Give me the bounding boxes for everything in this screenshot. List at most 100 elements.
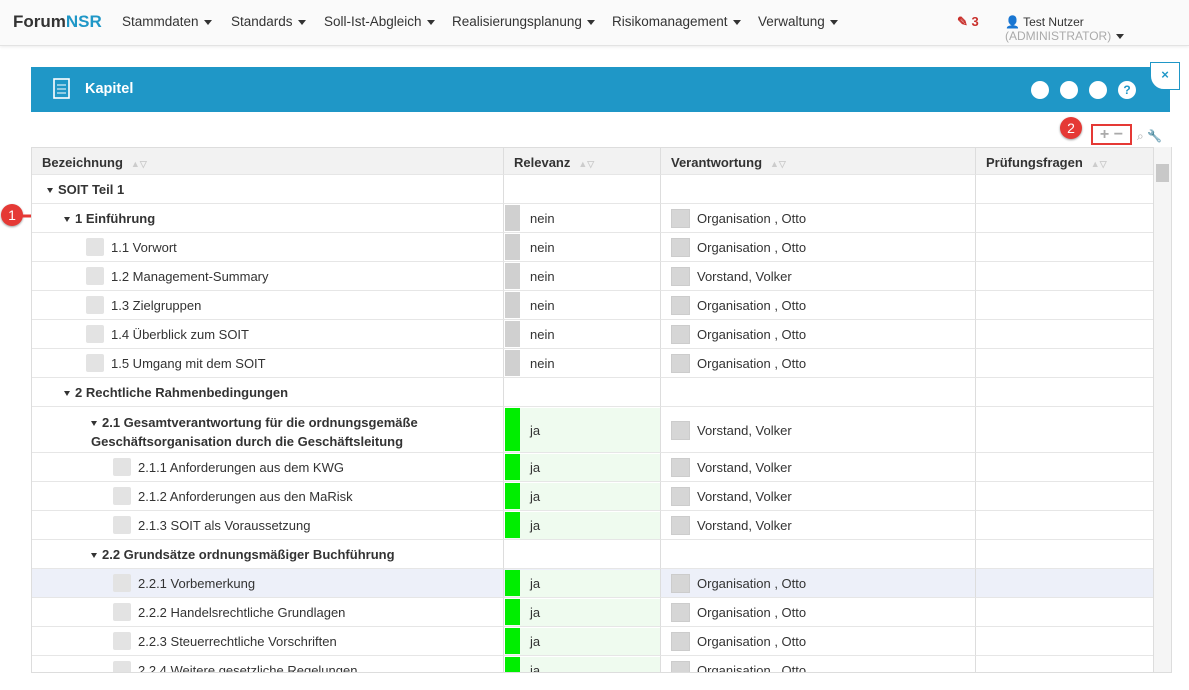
- relevance-bar: [505, 628, 520, 654]
- cell: [32, 569, 504, 598]
- node-icon: [86, 238, 104, 256]
- avatar: [671, 296, 690, 315]
- cell: [976, 511, 1154, 540]
- user-menu[interactable]: 👤 Test Nutzer (ADMINISTRATOR): [1005, 15, 1189, 43]
- tree-row[interactable]: 2.1.1 Anforderungen aus dem KWG ja Vorstan…: [32, 453, 1154, 482]
- menu-item[interactable]: Risikomanagement: [612, 14, 741, 29]
- close-button[interactable]: ×: [1150, 62, 1180, 90]
- row-label[interactable]: 2.1.1 Anforderungen aus dem KWG: [138, 460, 344, 475]
- row-label[interactable]: 1 Einführung: [64, 211, 424, 226]
- brand[interactable]: ForumNSR: [13, 12, 102, 32]
- cell: [504, 511, 661, 540]
- relevance-cell: [505, 483, 660, 510]
- tree-row[interactable]: 1.2 Management-Summary nein Vorstand, Volk…: [32, 262, 1154, 291]
- toolbar-tools[interactable]: ⌕ 🔧: [1137, 129, 1162, 143]
- cell: [661, 627, 976, 656]
- cell: [661, 262, 976, 291]
- row-label[interactable]: 2.2.3 Steuerrechtliche Vorschriften: [138, 634, 337, 649]
- row-label[interactable]: 1.1 Vorwort: [111, 240, 177, 255]
- menu-item[interactable]: Stammdaten: [122, 14, 212, 29]
- expand-collapse[interactable]: + −: [1091, 124, 1132, 145]
- cell: [32, 349, 504, 378]
- row-label[interactable]: 2.1.2 Anforderungen aus den MaRisk: [138, 489, 353, 504]
- column-header[interactable]: Relevanz ▲▽: [504, 147, 661, 175]
- column-header[interactable]: Prüfungsfragen ▲▽: [976, 147, 1154, 175]
- cell: [32, 262, 504, 291]
- cell: [661, 598, 976, 627]
- tree-row[interactable]: 2.1 Gesamtverantwortung für die ordnungs…: [32, 407, 1154, 453]
- cell: [661, 511, 976, 540]
- owner: Vorstand, Volker: [697, 518, 792, 533]
- relevance-cell: [505, 628, 660, 655]
- row-text: 2 Rechtliche Rahmenbedingungen: [75, 385, 289, 400]
- cell: [504, 175, 661, 204]
- tree-row[interactable]: 2.1.2 Anforderungen aus den MaRisk ja Vors…: [32, 482, 1154, 511]
- tree-row[interactable]: 2.2 Grundsätze ordnungsmäßiger Buchführu…: [32, 540, 1154, 569]
- node-icon: [113, 632, 131, 650]
- tree-row[interactable]: 2.2.4 Weitere gesetzliche Regelungen ja Or…: [32, 656, 1154, 673]
- relevance-bar: [505, 512, 520, 538]
- node-icon: [113, 603, 131, 621]
- avatar: [671, 632, 690, 651]
- tree-row[interactable]: 2.1.3 SOIT als Voraussetzung ja Vorstand, …: [32, 511, 1154, 540]
- node-icon: [86, 296, 104, 314]
- relevance-bar: [505, 657, 520, 672]
- tree-row[interactable]: 1.1 Vorwort nein Organisation , Otto: [32, 233, 1154, 262]
- row-label[interactable]: 2.2.4 Weitere gesetzliche Regelungen: [138, 663, 358, 673]
- cell: [976, 482, 1154, 511]
- menu-item[interactable]: Realisierungsplanung: [452, 14, 595, 29]
- scrollbar[interactable]: [1153, 147, 1171, 672]
- row-label[interactable]: 2.2.2 Handelsrechtliche Grundlagen: [138, 605, 346, 620]
- cell: [32, 540, 504, 569]
- row-label[interactable]: 2.2 Grundsätze ordnungsmäßiger Buchführu…: [91, 547, 451, 562]
- relevance: ja: [530, 518, 541, 533]
- relevance-cell: [505, 454, 660, 481]
- tree-row[interactable]: 2.2.1 Vorbemerkung ja Organisation , Otto: [32, 569, 1154, 598]
- menu-item[interactable]: Soll-Ist-Abgleich: [324, 14, 435, 29]
- avatar: [671, 354, 690, 373]
- owner: Organisation , Otto: [697, 211, 807, 226]
- tree-row[interactable]: 1.3 Zielgruppen nein Organisation , Otto: [32, 291, 1154, 320]
- node-icon: [113, 574, 131, 592]
- brand-a: Forum: [13, 12, 66, 31]
- relevance-cell: [505, 408, 660, 452]
- cell: [504, 378, 661, 407]
- row-label[interactable]: 1.2 Management-Summary: [111, 269, 269, 284]
- menu-item[interactable]: Standards: [231, 14, 306, 29]
- owner: Organisation , Otto: [697, 356, 807, 371]
- menu-label: Stammdaten: [122, 14, 199, 29]
- navbar: ForumNSR Stammdaten Standards Soll-Ist-Abg…: [0, 0, 1189, 46]
- row-label[interactable]: 1.3 Zielgruppen: [111, 298, 202, 313]
- row-label[interactable]: 2.2.1 Vorbemerkung: [138, 576, 256, 591]
- brand-b: NSR: [65, 12, 102, 31]
- row-label[interactable]: 1.5 Umgang mit dem SOIT: [111, 356, 266, 371]
- cell: [504, 233, 661, 262]
- column-header[interactable]: Verantwortung ▲▽: [661, 147, 976, 175]
- relevance-bar: [505, 205, 520, 231]
- panel-actions[interactable]: ?: [1029, 79, 1139, 101]
- row-label[interactable]: 2.1.3 SOIT als Voraussetzung: [138, 518, 311, 533]
- cell: [661, 175, 976, 204]
- tree-row[interactable]: 2.2.3 Steuerrechtliche Vorschriften ja Org…: [32, 627, 1154, 656]
- cell: [661, 453, 976, 482]
- row-label[interactable]: SOIT Teil 1: [47, 182, 407, 197]
- tree-row[interactable]: 1 Einführung nein Organisation , Otto: [32, 204, 1154, 233]
- tree-row[interactable]: SOIT Teil 1: [32, 175, 1154, 204]
- cell: [504, 656, 661, 672]
- notifications[interactable]: ✎ 3: [957, 14, 979, 29]
- tree-row[interactable]: 1.5 Umgang mit dem SOIT nein Organisation …: [32, 349, 1154, 378]
- cell: [32, 511, 504, 540]
- tree-row[interactable]: 1.4 Überblick zum SOIT nein Organisation ,…: [32, 320, 1154, 349]
- header-label: Prüfungsfragen: [986, 155, 1083, 170]
- column-header[interactable]: Bezeichnung ▲▽: [32, 147, 504, 175]
- relevance-cell: [505, 350, 660, 377]
- row-label[interactable]: 2 Rechtliche Rahmenbedingungen: [64, 385, 424, 400]
- tree-row[interactable]: 2.2.2 Handelsrechtliche Grundlagen ja Orga…: [32, 598, 1154, 627]
- relevance-bar: [505, 292, 520, 318]
- row-label[interactable]: 1.4 Überblick zum SOIT: [111, 327, 249, 342]
- notification-count: 3: [971, 14, 979, 29]
- row-label[interactable]: 2.1 Gesamtverantwortung für die ordnungs…: [91, 413, 451, 451]
- tree-row[interactable]: 2 Rechtliche Rahmenbedingungen: [32, 378, 1154, 407]
- menu-item[interactable]: Verwaltung: [758, 14, 838, 29]
- owner: Vorstand, Volker: [697, 489, 792, 504]
